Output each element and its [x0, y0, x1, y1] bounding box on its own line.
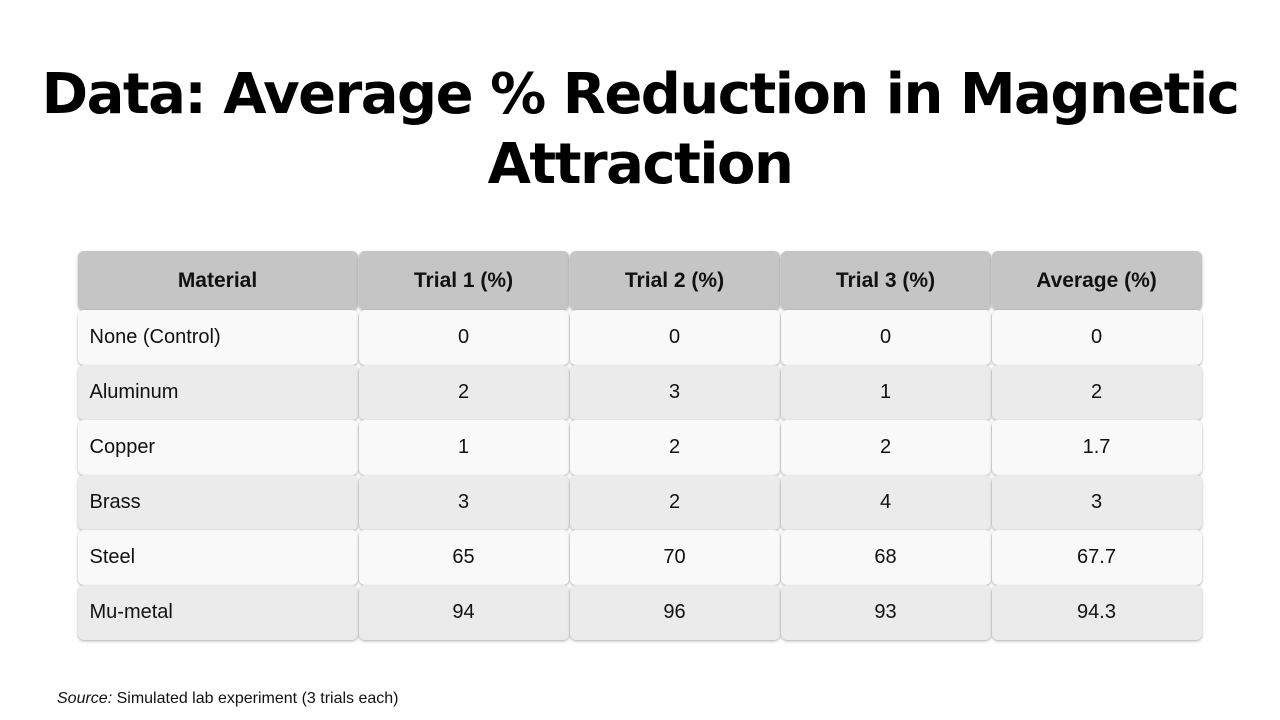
trial-1-cell: 94 [358, 585, 569, 640]
average-cell: 94.3 [991, 585, 1202, 640]
table-row: Copper 1 2 2 1.7 [77, 420, 1203, 475]
header-trial-3: Trial 3 (%) [780, 251, 991, 310]
source-label: Source: [57, 690, 113, 707]
trial-1-cell: 3 [358, 475, 569, 530]
trial-2-cell: 0 [569, 310, 780, 365]
trial-2-cell: 70 [569, 530, 780, 585]
trial-1-cell: 0 [358, 310, 569, 365]
table-row: Aluminum 2 3 1 2 [77, 365, 1203, 420]
average-cell: 1.7 [991, 420, 1202, 475]
source-note: Source: Simulated lab experiment (3 tria… [57, 690, 399, 708]
table-row: Steel 65 70 68 67.7 [77, 530, 1203, 585]
average-cell: 0 [991, 310, 1202, 365]
average-cell: 67.7 [991, 530, 1202, 585]
trial-3-cell: 4 [780, 475, 991, 530]
table-row: None (Control) 0 0 0 0 [77, 310, 1203, 365]
table-row: Brass 3 2 4 3 [77, 475, 1203, 530]
material-cell: Mu-metal [77, 585, 358, 640]
slide-title: Data: Average % Reduction in Magnetic At… [41, 62, 1240, 197]
trial-3-cell: 0 [780, 310, 991, 365]
trial-2-cell: 3 [569, 365, 780, 420]
table-header-row: Material Trial 1 (%) Trial 2 (%) Trial 3… [77, 251, 1203, 310]
trial-1-cell: 65 [358, 530, 569, 585]
trial-2-cell: 2 [569, 420, 780, 475]
data-table: Material Trial 1 (%) Trial 2 (%) Trial 3… [77, 251, 1203, 640]
material-cell: Steel [77, 530, 358, 585]
material-cell: Aluminum [77, 365, 358, 420]
table-row: Mu-metal 94 96 93 94.3 [77, 585, 1203, 640]
trial-3-cell: 1 [780, 365, 991, 420]
trial-1-cell: 1 [358, 420, 569, 475]
trial-2-cell: 96 [569, 585, 780, 640]
header-trial-1: Trial 1 (%) [358, 251, 569, 310]
trial-3-cell: 93 [780, 585, 991, 640]
material-cell: Brass [77, 475, 358, 530]
trial-2-cell: 2 [569, 475, 780, 530]
header-average: Average (%) [991, 251, 1202, 310]
header-trial-2: Trial 2 (%) [569, 251, 780, 310]
trial-3-cell: 68 [780, 530, 991, 585]
trial-1-cell: 2 [358, 365, 569, 420]
header-material: Material [77, 251, 358, 310]
average-cell: 2 [991, 365, 1202, 420]
source-text: Simulated lab experiment (3 trials each) [112, 690, 399, 707]
material-cell: None (Control) [77, 310, 358, 365]
material-cell: Copper [77, 420, 358, 475]
trial-3-cell: 2 [780, 420, 991, 475]
average-cell: 3 [991, 475, 1202, 530]
